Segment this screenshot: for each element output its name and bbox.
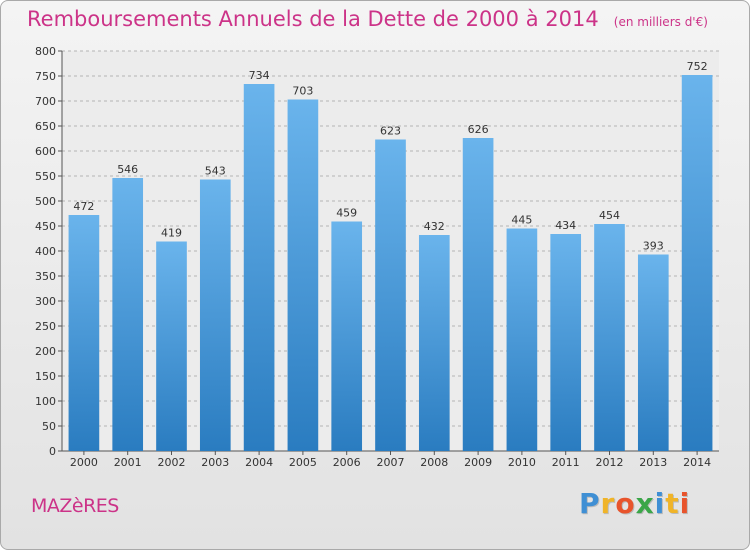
bar bbox=[331, 221, 363, 451]
bar bbox=[375, 139, 406, 451]
bar bbox=[462, 138, 494, 451]
commune-name: MAZèRES bbox=[31, 495, 119, 517]
y-tick-label: 0 bbox=[49, 445, 56, 458]
x-tick-label: 2006 bbox=[333, 456, 361, 469]
logo-letter: i bbox=[679, 487, 691, 520]
bar bbox=[506, 228, 538, 451]
data-label: 419 bbox=[161, 227, 182, 240]
x-tick-label: 2002 bbox=[158, 456, 186, 469]
bar bbox=[681, 75, 713, 451]
bar bbox=[68, 215, 100, 451]
bar bbox=[594, 224, 625, 451]
data-label: 459 bbox=[336, 207, 357, 220]
data-label: 454 bbox=[599, 209, 620, 222]
y-tick-label: 650 bbox=[35, 120, 56, 133]
logo-letter: i bbox=[654, 487, 666, 520]
x-tick-label: 2007 bbox=[377, 456, 405, 469]
y-tick-label: 300 bbox=[35, 295, 56, 308]
y-tick-label: 800 bbox=[35, 45, 56, 58]
chart-subtitle: (en milliers d'€) bbox=[613, 15, 708, 29]
x-tick-label: 2000 bbox=[70, 456, 98, 469]
data-label: 445 bbox=[511, 214, 532, 227]
y-tick-label: 700 bbox=[35, 95, 56, 108]
x-tick-label: 2011 bbox=[552, 456, 580, 469]
logo-letter: P bbox=[579, 487, 601, 520]
bar bbox=[112, 178, 144, 451]
x-tick-label: 2014 bbox=[683, 456, 711, 469]
y-tick-label: 400 bbox=[35, 245, 56, 258]
y-tick-label: 50 bbox=[42, 420, 56, 433]
proxiti-logo: Proxiti bbox=[579, 487, 690, 520]
data-label: 623 bbox=[380, 125, 401, 138]
bar bbox=[418, 235, 450, 451]
y-tick-label: 750 bbox=[35, 70, 56, 83]
data-label: 752 bbox=[687, 60, 708, 73]
bar bbox=[199, 179, 231, 451]
data-label: 472 bbox=[73, 200, 94, 213]
y-tick-label: 200 bbox=[35, 345, 56, 358]
data-label: 543 bbox=[205, 165, 226, 178]
x-tick-label: 2004 bbox=[245, 456, 273, 469]
logo-letter: t bbox=[665, 487, 680, 520]
x-tick-label: 2013 bbox=[639, 456, 667, 469]
y-tick-label: 250 bbox=[35, 320, 56, 333]
x-tick-label: 2003 bbox=[201, 456, 229, 469]
y-tick-label: 450 bbox=[35, 220, 56, 233]
x-tick-label: 2009 bbox=[464, 456, 492, 469]
bar bbox=[637, 254, 669, 451]
logo-letter: r bbox=[600, 487, 616, 520]
y-tick-label: 150 bbox=[35, 370, 56, 383]
data-label: 734 bbox=[249, 69, 270, 82]
x-tick-label: 2012 bbox=[596, 456, 624, 469]
chart-title: Remboursements Annuels de la Dette de 20… bbox=[27, 7, 599, 31]
data-label: 626 bbox=[468, 123, 489, 136]
x-tick-label: 2005 bbox=[289, 456, 317, 469]
bar bbox=[156, 241, 187, 451]
data-label: 393 bbox=[643, 240, 664, 253]
bar bbox=[243, 84, 275, 451]
y-tick-label: 550 bbox=[35, 170, 56, 183]
x-tick-label: 2008 bbox=[420, 456, 448, 469]
logo-letter: o bbox=[615, 487, 636, 520]
x-tick-label: 2010 bbox=[508, 456, 536, 469]
y-tick-label: 600 bbox=[35, 145, 56, 158]
data-label: 434 bbox=[555, 219, 576, 232]
bar bbox=[550, 234, 582, 451]
chart-title-block: Remboursements Annuels de la Dette de 20… bbox=[27, 7, 708, 31]
data-label: 546 bbox=[117, 163, 138, 176]
data-label: 432 bbox=[424, 220, 445, 233]
y-tick-label: 100 bbox=[35, 395, 56, 408]
data-label: 703 bbox=[292, 85, 313, 98]
logo-letter: x bbox=[635, 487, 655, 520]
y-tick-label: 350 bbox=[35, 270, 56, 283]
y-tick-label: 500 bbox=[35, 195, 56, 208]
x-tick-label: 2001 bbox=[114, 456, 142, 469]
bar bbox=[287, 99, 319, 451]
